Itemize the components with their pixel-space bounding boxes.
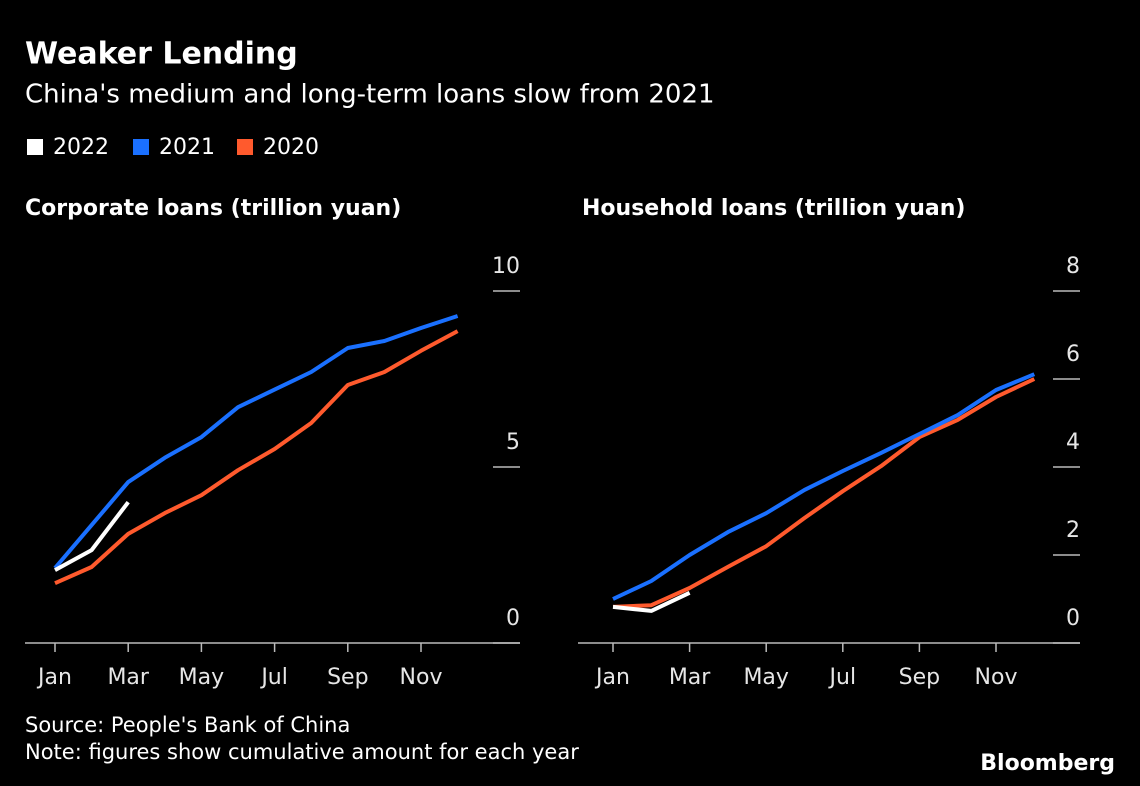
title: Weaker Lending bbox=[25, 37, 298, 72]
brand: Bloomberg bbox=[980, 751, 1115, 776]
series-line bbox=[53, 314, 459, 570]
series-line bbox=[612, 590, 691, 613]
x-tick-label: Jan bbox=[594, 665, 630, 690]
x-tick-label: Jul bbox=[828, 665, 857, 690]
x-tick-label: Jul bbox=[259, 665, 288, 690]
legend-swatch bbox=[27, 139, 43, 155]
legend-label: 2021 bbox=[159, 135, 215, 160]
y-tick-label: 8 bbox=[1066, 254, 1080, 279]
subtitle: China's medium and long-term loans slow … bbox=[25, 80, 715, 110]
subplot-title: Corporate loans (trillion yuan) bbox=[25, 196, 401, 221]
x-tick-label: Sep bbox=[899, 665, 940, 690]
series-line bbox=[612, 372, 1036, 601]
series-line bbox=[612, 377, 1036, 609]
subplot-title: Household loans (trillion yuan) bbox=[582, 196, 965, 221]
y-tick-label: 2 bbox=[1066, 518, 1080, 543]
x-tick-label: Mar bbox=[669, 665, 711, 690]
x-tick-label: Nov bbox=[975, 665, 1018, 690]
legend-swatch bbox=[237, 139, 253, 155]
y-tick-label: 10 bbox=[492, 254, 520, 279]
x-tick-label: May bbox=[179, 665, 224, 690]
series-line bbox=[54, 500, 130, 572]
legend-label: 2020 bbox=[263, 135, 319, 160]
x-tick-label: May bbox=[743, 665, 788, 690]
y-tick-label: 5 bbox=[506, 430, 520, 455]
note: Note: figures show cumulative amount for… bbox=[25, 740, 579, 764]
x-tick-label: Mar bbox=[107, 665, 149, 690]
y-tick-label: 6 bbox=[1066, 342, 1080, 367]
y-tick-label: 4 bbox=[1066, 430, 1080, 455]
y-tick-label: 0 bbox=[1066, 606, 1080, 631]
legend-swatch bbox=[133, 139, 149, 155]
x-tick-label: Nov bbox=[400, 665, 443, 690]
legend-label: 2022 bbox=[53, 135, 109, 160]
x-tick-label: Jan bbox=[36, 665, 72, 690]
series-line bbox=[54, 329, 459, 586]
source: Source: People's Bank of China bbox=[25, 713, 350, 737]
y-tick-label: 0 bbox=[506, 606, 520, 631]
x-tick-label: Sep bbox=[327, 665, 368, 690]
